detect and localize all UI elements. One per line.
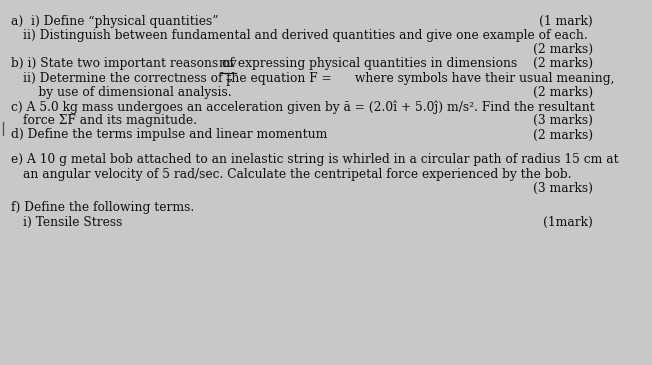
Text: ii) Distinguish between fundamental and derived quantities and give one example : ii) Distinguish between fundamental and … <box>23 29 588 42</box>
Text: mv: mv <box>218 57 237 70</box>
Text: (1 mark): (1 mark) <box>539 15 593 28</box>
Text: force ΣF and its magnitude.: force ΣF and its magnitude. <box>23 114 197 127</box>
Text: a)  i) Define “physical quantities”: a) i) Define “physical quantities” <box>11 15 218 28</box>
Text: d) Define the terms impulse and linear momentum: d) Define the terms impulse and linear m… <box>11 128 327 142</box>
Text: (2 marks): (2 marks) <box>533 86 593 99</box>
Text: f) Define the following terms.: f) Define the following terms. <box>11 201 194 215</box>
Text: e) A 10 g metal bob attached to an inelastic string is whirled in a circular pat: e) A 10 g metal bob attached to an inela… <box>11 153 619 166</box>
Text: (1mark): (1mark) <box>543 216 593 229</box>
Text: i) Tensile Stress: i) Tensile Stress <box>23 216 123 229</box>
Text: (3 marks): (3 marks) <box>533 114 593 127</box>
Text: (3 marks): (3 marks) <box>533 182 593 195</box>
Text: b) i) State two important reasons of expressing physical quantities in dimension: b) i) State two important reasons of exp… <box>11 57 517 70</box>
Text: (2 marks): (2 marks) <box>533 43 593 56</box>
Text: (2 marks): (2 marks) <box>533 57 593 70</box>
Text: ii) Determine the correctness of the equation F =      where symbols have their : ii) Determine the correctness of the equ… <box>23 72 615 85</box>
Text: r: r <box>225 76 231 89</box>
Text: by use of dimensional analysis.: by use of dimensional analysis. <box>23 86 231 99</box>
Text: an angular velocity of 5 rad/sec. Calculate the centripetal force experienced by: an angular velocity of 5 rad/sec. Calcul… <box>23 168 572 181</box>
Text: c) A 5.0 kg mass undergoes an acceleration given by ā = (2.0î + 5.0ĵ) m/s². Find: c) A 5.0 kg mass undergoes an accelerati… <box>11 100 595 114</box>
Text: (2 marks): (2 marks) <box>533 128 593 142</box>
